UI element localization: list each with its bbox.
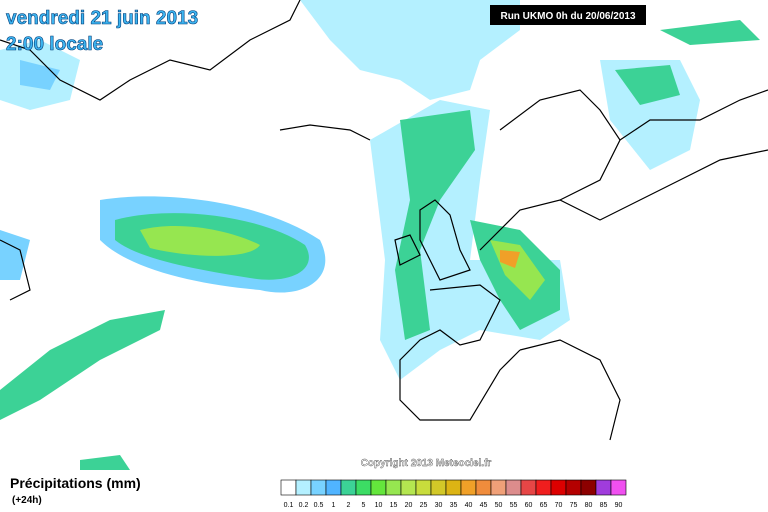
legend-label: 25	[420, 502, 428, 509]
legend-label: 5	[362, 502, 366, 509]
legend-swatch	[385, 479, 402, 496]
legend-swatch	[415, 479, 432, 496]
legend-label: 35	[450, 502, 458, 509]
legend-label: 75	[570, 502, 578, 509]
legend-label: 45	[480, 502, 488, 509]
run-label: Run UKMO 0h du 20/06/2013	[500, 11, 635, 22]
legend-swatch	[295, 479, 312, 496]
precipitation-field	[0, 0, 760, 470]
legend-swatch	[610, 479, 627, 496]
legend-swatch	[490, 479, 507, 496]
legend-swatch	[280, 479, 297, 496]
legend-swatch	[430, 479, 447, 496]
legend-swatch	[475, 479, 492, 496]
coastlines	[0, 0, 768, 441]
legend-swatch	[460, 479, 477, 496]
legend-label: 0.5	[314, 502, 324, 509]
legend-swatch	[400, 479, 417, 496]
legend-swatch	[580, 479, 597, 496]
legend-swatch	[550, 479, 567, 496]
map-date: vendredi 21 juin 2013	[6, 8, 198, 29]
legend-label: 50	[495, 502, 503, 509]
legend-swatch	[565, 479, 582, 496]
legend-swatch	[595, 479, 612, 496]
legend-swatch	[370, 479, 387, 496]
copyright: Copyright 2013 Meteociel.fr	[361, 458, 492, 469]
legend-label: 90	[615, 502, 623, 509]
legend-label: 20	[405, 502, 413, 509]
legend-label: 0.1	[284, 502, 294, 509]
legend-swatch	[520, 479, 537, 496]
legend-swatch	[445, 479, 462, 496]
legend-label: 80	[585, 502, 593, 509]
run-box	[490, 5, 646, 25]
legend-swatch	[310, 479, 327, 496]
legend-title: Précipitations (mm)	[10, 475, 141, 491]
legend-label: 1	[332, 502, 336, 509]
legend-label: 40	[465, 502, 473, 509]
legend-label: 2	[347, 502, 351, 509]
legend-swatch	[325, 479, 342, 496]
legend-label: 30	[435, 502, 443, 509]
legend-label: 55	[510, 502, 518, 509]
legend: 0.1 0.2 0.5 1 2 5 10 15 20 25 30 35 40 45 50 55 60 65 70 75…	[280, 479, 627, 509]
legend-label: 10	[375, 502, 383, 509]
legend-label: 85	[600, 502, 608, 509]
legend-swatch	[340, 479, 357, 496]
legend-label: 15	[390, 502, 398, 509]
map-time: 2:00 locale	[6, 34, 103, 55]
legend-label: 60	[525, 502, 533, 509]
legend-swatch	[355, 479, 372, 496]
legend-swatch	[505, 479, 522, 496]
legend-swatch	[535, 479, 552, 496]
legend-label: 0.2	[299, 502, 309, 509]
legend-label: 65	[540, 502, 548, 509]
legend-subtitle: (+24h)	[12, 495, 42, 506]
legend-label: 70	[555, 502, 563, 509]
